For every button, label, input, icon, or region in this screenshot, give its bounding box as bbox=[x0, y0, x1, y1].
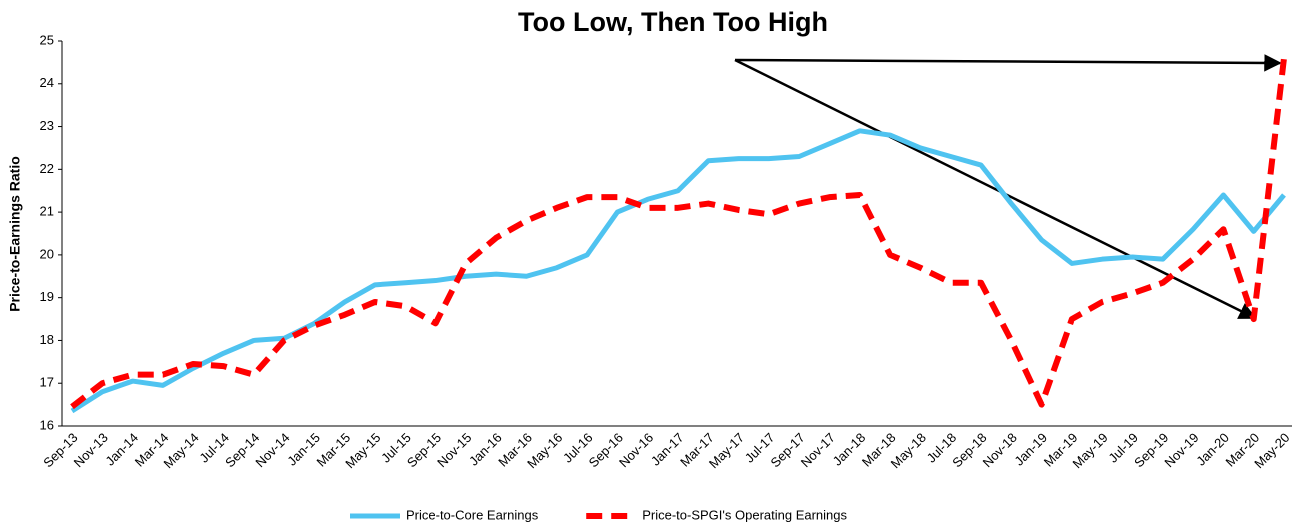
y-tick-label: 21 bbox=[40, 204, 54, 219]
arrow bbox=[734, 54, 1282, 72]
y-tick-label: 22 bbox=[40, 161, 54, 176]
y-tick-label: 17 bbox=[40, 375, 54, 390]
x-tick-label: Nov-15 bbox=[434, 430, 474, 470]
x-tick-label: Nov-13 bbox=[71, 430, 111, 470]
y-tick-label: 24 bbox=[40, 75, 54, 90]
legend-label: Price-to-Core Earnings bbox=[406, 507, 539, 522]
x-tick-label: Nov-17 bbox=[798, 430, 838, 470]
y-tick-label: 20 bbox=[40, 246, 54, 261]
x-tick-label: Nov-19 bbox=[1161, 430, 1201, 470]
series-line bbox=[70, 57, 1287, 410]
y-tick-label: 25 bbox=[40, 32, 54, 47]
y-axis-label: Price-to-Earnings Ratio bbox=[7, 156, 23, 312]
x-tick-label: Nov-14 bbox=[252, 430, 292, 470]
y-tick-label: 18 bbox=[40, 332, 54, 347]
series-line bbox=[70, 128, 1286, 414]
x-tick-label: Nov-16 bbox=[616, 430, 656, 470]
chart-title: Too Low, Then Too High bbox=[518, 7, 828, 37]
x-tick-label: Nov-18 bbox=[980, 430, 1020, 470]
y-tick-label: 23 bbox=[40, 118, 54, 133]
arrow bbox=[734, 58, 1257, 320]
legend-label: Price-to-SPGI's Operating Earnings bbox=[642, 507, 847, 522]
y-tick-label: 16 bbox=[40, 417, 54, 432]
y-tick-label: 19 bbox=[40, 289, 54, 304]
